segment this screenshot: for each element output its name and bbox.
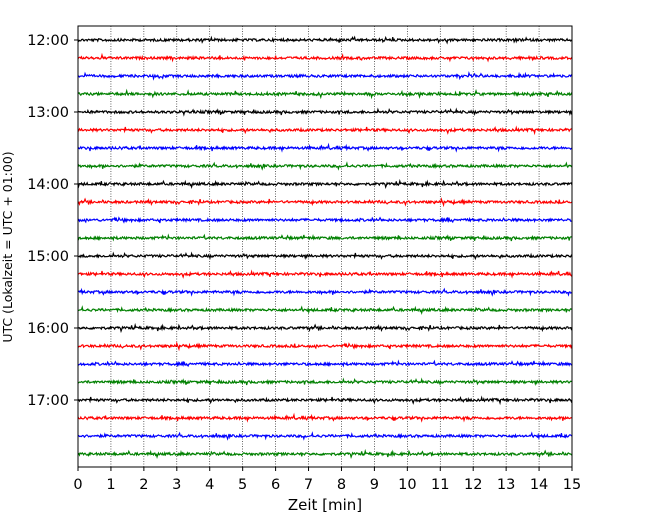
- x-tick-label: 3: [172, 477, 181, 493]
- vertical-gridlines: [110, 26, 540, 467]
- y-tick-label: 17:00: [27, 393, 69, 409]
- trace-line: [77, 448, 573, 460]
- trace-series: [77, 35, 573, 460]
- x-tick-label: 4: [205, 477, 214, 493]
- trace-line: [77, 216, 573, 224]
- trace-line: [77, 142, 573, 153]
- y-tick-label: 16:00: [27, 321, 69, 337]
- x-tick-label: 2: [139, 477, 148, 493]
- x-tick-label: 6: [271, 477, 280, 493]
- x-tick-label: 9: [370, 477, 379, 493]
- trace-line: [77, 233, 573, 242]
- trace-line: [77, 322, 573, 334]
- x-tick-label: 13: [497, 477, 515, 493]
- x-tick-label: 8: [337, 477, 346, 493]
- trace-line: [77, 161, 573, 171]
- x-tick-label: 14: [530, 477, 548, 493]
- trace-line: [77, 107, 573, 117]
- x-tick-label: 7: [304, 477, 313, 493]
- trace-line: [77, 359, 573, 368]
- trace-line: [77, 287, 573, 297]
- y-axis-label: UTC (Lokalzeit = UTC + 01:00): [0, 151, 15, 342]
- trace-line: [77, 70, 573, 81]
- x-axis-ticks: 0 1 2 3 4 5 6 7 8 9 10 11 12 13 14 15: [73, 467, 581, 493]
- trace-line: [77, 305, 573, 316]
- x-tick-label: 0: [73, 477, 82, 493]
- x-tick-label: 10: [398, 477, 416, 493]
- trace-line: [77, 197, 573, 208]
- trace-line: [77, 251, 573, 261]
- y-tick-label: 14:00: [27, 177, 69, 193]
- trace-line: [77, 412, 573, 423]
- trace-line: [77, 395, 573, 406]
- trace-line: [77, 431, 573, 441]
- y-tick-label: 12:00: [27, 33, 69, 49]
- x-tick-label: 1: [106, 477, 115, 493]
- trace-line: [77, 269, 573, 279]
- y-tick-label: 13:00: [27, 105, 69, 121]
- trace-line: [77, 88, 573, 100]
- x-tick-label: 15: [563, 477, 581, 493]
- trace-line: [77, 125, 573, 136]
- trace-line: [77, 178, 573, 190]
- trace-line: [77, 35, 573, 45]
- y-axis-ticks: 12:00 13:00 14:00 15:00 16:00 17:00: [27, 33, 78, 409]
- trace-line: [77, 341, 573, 352]
- plot-frame: [77, 25, 573, 468]
- x-axis-label: Zeit [min]: [288, 496, 362, 514]
- trace-line: [77, 52, 573, 63]
- x-tick-label: 12: [464, 477, 482, 493]
- y-tick-label: 15:00: [27, 249, 69, 265]
- x-tick-label: 5: [238, 477, 247, 493]
- trace-line: [77, 377, 573, 387]
- x-tick-label: 11: [431, 477, 449, 493]
